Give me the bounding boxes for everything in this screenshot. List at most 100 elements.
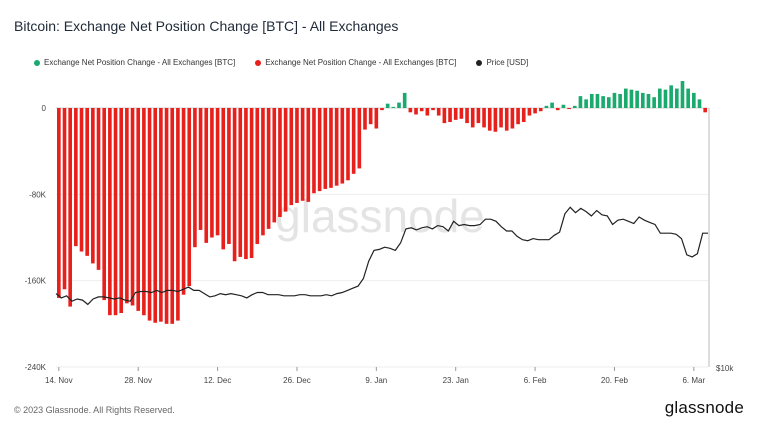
bar-negative xyxy=(300,108,305,201)
bar-negative xyxy=(317,108,322,192)
bar-positive xyxy=(572,105,577,108)
bar-negative xyxy=(533,108,537,114)
bar-negative xyxy=(147,108,152,321)
bar-positive xyxy=(589,93,594,108)
y-tick-label: 0 xyxy=(42,104,47,113)
bar-positive xyxy=(561,104,566,108)
y-tick-label: -80K xyxy=(29,190,47,199)
bar-negative xyxy=(176,108,180,321)
bar-negative xyxy=(306,108,311,202)
bar-negative xyxy=(476,108,481,124)
bar-negative xyxy=(482,108,486,128)
x-tick-label: 28. Nov xyxy=(124,376,152,385)
y-tick-label: -160K xyxy=(25,277,47,286)
bar-negative xyxy=(74,108,78,247)
bar-positive xyxy=(385,103,390,108)
x-tick-label: 6. Feb xyxy=(524,376,547,385)
bar-negative xyxy=(108,108,112,316)
bar-positive xyxy=(391,106,396,108)
bar-positive xyxy=(595,93,600,108)
bar-negative xyxy=(289,108,294,206)
bar-negative xyxy=(62,108,67,290)
copyright-text: © 2023 Glassnode. All Rights Reserved. xyxy=(14,405,175,415)
bar-negative xyxy=(425,108,430,116)
bar-negative xyxy=(96,108,101,270)
bar-negative xyxy=(521,108,526,123)
bar-negative xyxy=(357,108,362,169)
x-tick-label: 6. Mar xyxy=(682,376,705,385)
bar-negative xyxy=(346,108,350,181)
x-tick-label: 14. Nov xyxy=(45,376,73,385)
bar-negative xyxy=(431,108,435,111)
price-line xyxy=(55,206,708,306)
bar-negative xyxy=(68,108,72,307)
bar-negative xyxy=(159,108,163,322)
bar-positive xyxy=(550,102,554,108)
bar-negative xyxy=(125,108,129,304)
bar-negative xyxy=(465,108,469,124)
bar-positive xyxy=(686,88,690,108)
bar-negative xyxy=(329,108,333,188)
bar-negative xyxy=(436,108,441,116)
bar-negative xyxy=(374,108,379,129)
x-tick-label: 20. Feb xyxy=(601,376,629,385)
bar-negative xyxy=(453,108,458,120)
bar-positive xyxy=(601,96,605,108)
chart-legend: Exchange Net Position Change - All Excha… xyxy=(34,58,528,67)
bar-negative xyxy=(703,108,707,113)
bar-negative xyxy=(181,108,186,295)
bar-negative xyxy=(459,108,464,119)
legend-dot-negative xyxy=(255,59,262,66)
bar-negative xyxy=(232,108,237,262)
bar-negative xyxy=(295,108,299,203)
bar-negative xyxy=(255,108,260,244)
legend-item-negative[interactable]: Exchange Net Position Change - All Excha… xyxy=(255,58,456,67)
bar-positive xyxy=(680,81,685,108)
bar-negative xyxy=(363,108,367,130)
bar-positive xyxy=(669,85,673,108)
x-tick-label: 23. Jan xyxy=(443,376,469,385)
bar-positive xyxy=(646,93,651,108)
legend-dot-price xyxy=(476,59,483,66)
legend-dot-positive xyxy=(34,59,40,66)
legend-item-positive[interactable]: Exchange Net Position Change - All Excha… xyxy=(34,58,235,67)
bar-negative xyxy=(136,108,141,311)
bar-negative xyxy=(493,108,498,132)
bar-negative xyxy=(153,108,158,323)
bar-positive xyxy=(697,99,702,108)
bar-negative xyxy=(470,108,475,128)
bar-positive xyxy=(629,89,634,108)
price-line-group xyxy=(55,206,708,306)
bar-negative xyxy=(91,108,95,264)
bar-negative xyxy=(334,108,339,186)
bar-negative xyxy=(57,108,61,298)
glassnode-logo[interactable]: glassnode xyxy=(664,398,744,417)
bar-negative xyxy=(249,108,254,259)
bar-negative xyxy=(567,108,571,110)
bar-positive xyxy=(623,88,628,108)
bar-positive xyxy=(544,105,549,108)
x-tick-label: 26. Dec xyxy=(283,376,311,385)
bar-negative xyxy=(351,108,356,174)
bar-negative xyxy=(85,108,89,256)
bar-positive xyxy=(675,88,679,108)
bar-negative xyxy=(272,108,277,223)
bar-positive xyxy=(578,96,583,108)
right-axis-tick-label: $10k xyxy=(716,364,734,373)
bar-negative xyxy=(193,108,197,248)
bar-negative xyxy=(419,108,424,112)
legend-item-price[interactable]: Price [USD] xyxy=(476,58,528,67)
bar-negative xyxy=(113,108,118,316)
bar-negative xyxy=(448,108,452,123)
bar-negative xyxy=(504,108,509,131)
bar-positive xyxy=(606,97,611,108)
bar-positive xyxy=(618,93,622,108)
bar-positive xyxy=(612,92,617,108)
bar-positive xyxy=(584,99,588,108)
x-tick-label: 9. Jan xyxy=(365,376,387,385)
bar-negative xyxy=(170,108,175,324)
bar-positive xyxy=(640,92,645,108)
bar-negative xyxy=(414,108,418,115)
bar-positive xyxy=(692,92,696,108)
